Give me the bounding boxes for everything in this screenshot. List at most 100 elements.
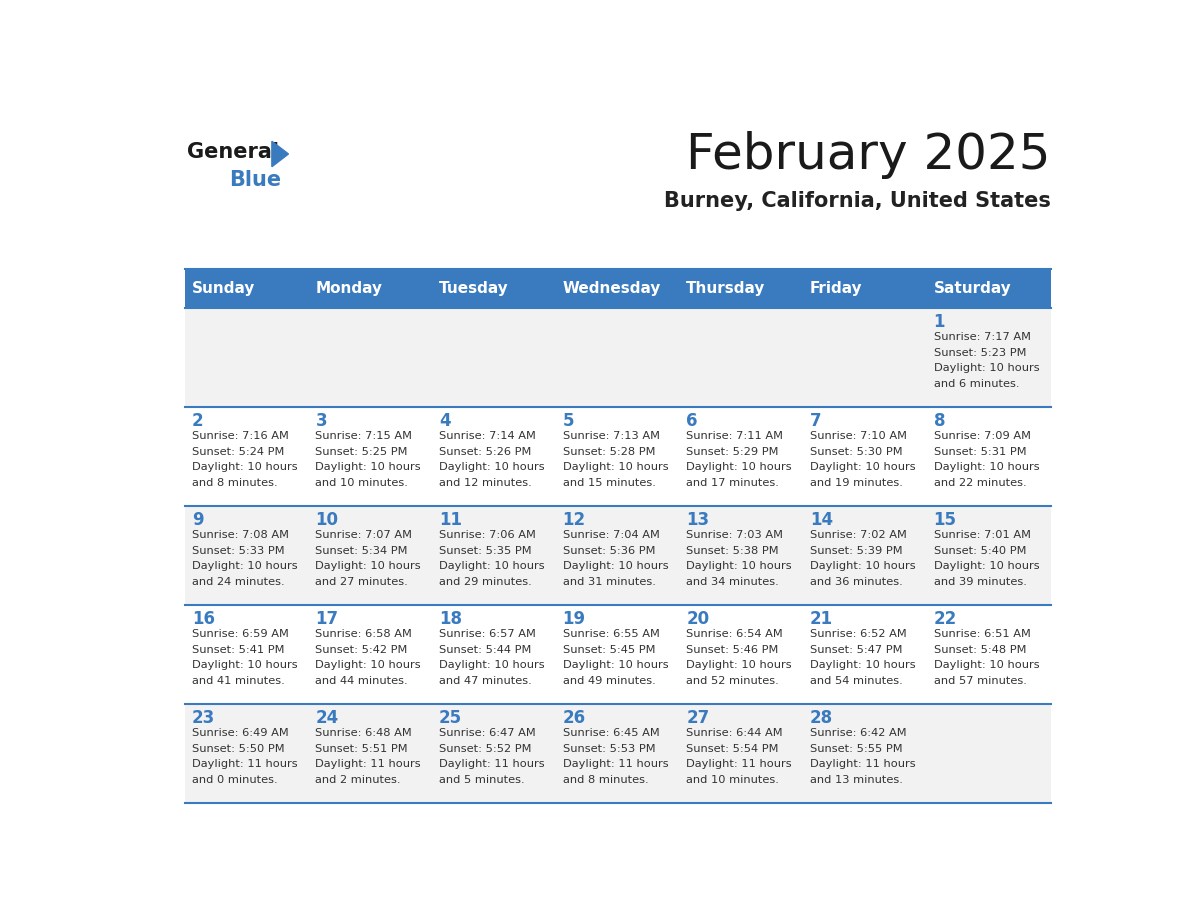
Text: Burney, California, United States: Burney, California, United States [664, 192, 1051, 211]
Text: and 47 minutes.: and 47 minutes. [440, 676, 532, 686]
Text: and 0 minutes.: and 0 minutes. [191, 775, 277, 785]
Text: Sunrise: 7:03 AM: Sunrise: 7:03 AM [687, 530, 783, 540]
Text: 22: 22 [934, 610, 956, 628]
Text: Daylight: 10 hours: Daylight: 10 hours [687, 462, 792, 472]
Text: Sunrise: 7:07 AM: Sunrise: 7:07 AM [315, 530, 412, 540]
Text: Sunset: 5:33 PM: Sunset: 5:33 PM [191, 545, 284, 555]
Text: Sunrise: 6:51 AM: Sunrise: 6:51 AM [934, 629, 1030, 639]
Text: Sunrise: 6:49 AM: Sunrise: 6:49 AM [191, 728, 289, 738]
Text: and 52 minutes.: and 52 minutes. [687, 676, 779, 686]
Text: Sunrise: 6:54 AM: Sunrise: 6:54 AM [687, 629, 783, 639]
Text: Monday: Monday [315, 281, 383, 297]
Text: 26: 26 [563, 709, 586, 727]
Text: and 19 minutes.: and 19 minutes. [810, 477, 903, 487]
Text: Sunset: 5:53 PM: Sunset: 5:53 PM [563, 744, 656, 754]
Text: Daylight: 10 hours: Daylight: 10 hours [687, 561, 792, 571]
Text: and 24 minutes.: and 24 minutes. [191, 577, 284, 587]
Text: Sunset: 5:29 PM: Sunset: 5:29 PM [687, 447, 779, 456]
Text: Daylight: 11 hours: Daylight: 11 hours [440, 759, 544, 769]
Text: 5: 5 [563, 412, 574, 430]
Text: February 2025: February 2025 [687, 131, 1051, 179]
Text: Daylight: 11 hours: Daylight: 11 hours [687, 759, 792, 769]
Text: Sunset: 5:38 PM: Sunset: 5:38 PM [687, 545, 779, 555]
Text: Sunset: 5:30 PM: Sunset: 5:30 PM [810, 447, 903, 456]
Text: Daylight: 10 hours: Daylight: 10 hours [440, 561, 544, 571]
Text: Daylight: 10 hours: Daylight: 10 hours [810, 660, 916, 670]
Text: Sunrise: 6:59 AM: Sunrise: 6:59 AM [191, 629, 289, 639]
Text: Sunrise: 6:47 AM: Sunrise: 6:47 AM [440, 728, 536, 738]
Text: 8: 8 [934, 412, 946, 430]
Text: Daylight: 10 hours: Daylight: 10 hours [934, 561, 1040, 571]
Text: and 6 minutes.: and 6 minutes. [934, 379, 1019, 388]
Text: Sunset: 5:28 PM: Sunset: 5:28 PM [563, 447, 656, 456]
Text: 4: 4 [440, 412, 450, 430]
Text: and 41 minutes.: and 41 minutes. [191, 676, 284, 686]
Bar [185, 704, 1051, 803]
Bar [185, 407, 1051, 506]
Text: and 44 minutes.: and 44 minutes. [315, 676, 407, 686]
Text: Sunrise: 7:10 AM: Sunrise: 7:10 AM [810, 431, 906, 441]
Text: Sunrise: 6:55 AM: Sunrise: 6:55 AM [563, 629, 659, 639]
Text: Sunrise: 6:58 AM: Sunrise: 6:58 AM [315, 629, 412, 639]
Text: 13: 13 [687, 511, 709, 529]
Text: Sunset: 5:45 PM: Sunset: 5:45 PM [563, 644, 656, 655]
Text: Sunrise: 7:02 AM: Sunrise: 7:02 AM [810, 530, 906, 540]
Text: 27: 27 [687, 709, 709, 727]
Text: Daylight: 10 hours: Daylight: 10 hours [687, 660, 792, 670]
Text: 15: 15 [934, 511, 956, 529]
Text: Sunrise: 7:01 AM: Sunrise: 7:01 AM [934, 530, 1031, 540]
Text: Daylight: 10 hours: Daylight: 10 hours [810, 462, 916, 472]
Text: Saturday: Saturday [934, 281, 1011, 297]
Text: Daylight: 10 hours: Daylight: 10 hours [810, 561, 916, 571]
Text: Sunset: 5:48 PM: Sunset: 5:48 PM [934, 644, 1026, 655]
Text: Sunrise: 6:42 AM: Sunrise: 6:42 AM [810, 728, 906, 738]
Text: Sunset: 5:47 PM: Sunset: 5:47 PM [810, 644, 903, 655]
Text: and 17 minutes.: and 17 minutes. [687, 477, 779, 487]
Text: Sunrise: 7:11 AM: Sunrise: 7:11 AM [687, 431, 783, 441]
Text: Sunset: 5:35 PM: Sunset: 5:35 PM [440, 545, 532, 555]
Text: and 22 minutes.: and 22 minutes. [934, 477, 1026, 487]
Text: Sunset: 5:26 PM: Sunset: 5:26 PM [440, 447, 531, 456]
Bar [185, 269, 1051, 308]
Text: 14: 14 [810, 511, 833, 529]
Text: General: General [188, 142, 279, 162]
Text: Daylight: 10 hours: Daylight: 10 hours [315, 561, 421, 571]
Text: Daylight: 10 hours: Daylight: 10 hours [440, 660, 544, 670]
Text: Sunday: Sunday [191, 281, 255, 297]
Text: Daylight: 10 hours: Daylight: 10 hours [191, 660, 297, 670]
Text: Sunrise: 7:06 AM: Sunrise: 7:06 AM [440, 530, 536, 540]
Text: and 54 minutes.: and 54 minutes. [810, 676, 903, 686]
Text: Sunset: 5:39 PM: Sunset: 5:39 PM [810, 545, 903, 555]
Text: Thursday: Thursday [687, 281, 766, 297]
Text: and 15 minutes.: and 15 minutes. [563, 477, 656, 487]
Text: Sunrise: 7:16 AM: Sunrise: 7:16 AM [191, 431, 289, 441]
Bar [185, 506, 1051, 605]
Text: Daylight: 10 hours: Daylight: 10 hours [934, 364, 1040, 374]
Text: and 13 minutes.: and 13 minutes. [810, 775, 903, 785]
Text: and 34 minutes.: and 34 minutes. [687, 577, 779, 587]
Text: Sunrise: 6:45 AM: Sunrise: 6:45 AM [563, 728, 659, 738]
Text: and 12 minutes.: and 12 minutes. [440, 477, 532, 487]
Text: 19: 19 [563, 610, 586, 628]
Text: Sunset: 5:25 PM: Sunset: 5:25 PM [315, 447, 407, 456]
Text: and 29 minutes.: and 29 minutes. [440, 577, 532, 587]
Text: Sunset: 5:46 PM: Sunset: 5:46 PM [687, 644, 778, 655]
Bar [185, 605, 1051, 704]
Text: Daylight: 10 hours: Daylight: 10 hours [563, 561, 669, 571]
Text: Sunrise: 7:17 AM: Sunrise: 7:17 AM [934, 332, 1031, 342]
Text: Daylight: 10 hours: Daylight: 10 hours [563, 660, 669, 670]
Text: 18: 18 [440, 610, 462, 628]
Text: 25: 25 [440, 709, 462, 727]
Text: Sunset: 5:55 PM: Sunset: 5:55 PM [810, 744, 903, 754]
Text: Sunset: 5:24 PM: Sunset: 5:24 PM [191, 447, 284, 456]
Text: 21: 21 [810, 610, 833, 628]
Text: Daylight: 10 hours: Daylight: 10 hours [934, 462, 1040, 472]
Text: and 10 minutes.: and 10 minutes. [687, 775, 779, 785]
Text: Sunset: 5:36 PM: Sunset: 5:36 PM [563, 545, 656, 555]
Text: Daylight: 10 hours: Daylight: 10 hours [191, 561, 297, 571]
Text: Daylight: 11 hours: Daylight: 11 hours [315, 759, 421, 769]
Text: and 8 minutes.: and 8 minutes. [563, 775, 649, 785]
Text: Sunset: 5:40 PM: Sunset: 5:40 PM [934, 545, 1026, 555]
Text: Sunrise: 6:57 AM: Sunrise: 6:57 AM [440, 629, 536, 639]
Text: Sunrise: 7:15 AM: Sunrise: 7:15 AM [315, 431, 412, 441]
